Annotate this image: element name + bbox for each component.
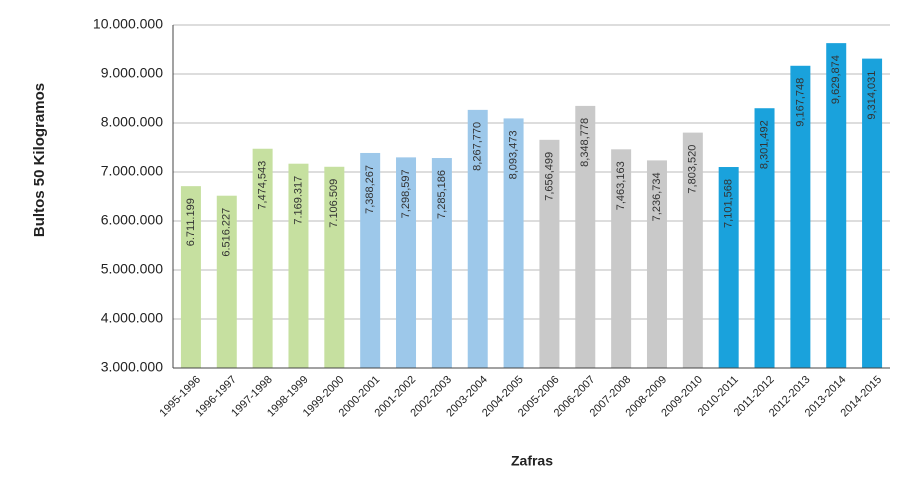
value-label: 9,629,874 bbox=[830, 55, 842, 104]
bar bbox=[252, 148, 273, 368]
bar bbox=[503, 118, 524, 368]
bar bbox=[396, 157, 417, 368]
value-label: 7,236,734 bbox=[651, 172, 663, 221]
value-label: 8,301,492 bbox=[758, 120, 770, 169]
value-label: 8,348,778 bbox=[579, 118, 591, 167]
value-label: 8,093,473 bbox=[507, 130, 519, 179]
bar bbox=[360, 152, 381, 368]
y-tick-label: 4.000.000 bbox=[101, 310, 163, 326]
y-axis-title: Bultos 50 Kilogramos bbox=[31, 83, 48, 237]
bar bbox=[826, 43, 847, 369]
value-label: 7,298,597 bbox=[400, 169, 412, 218]
y-tick-label: 8.000.000 bbox=[101, 114, 163, 130]
bar bbox=[646, 160, 667, 368]
bar bbox=[216, 195, 237, 368]
value-label: 7.106.509 bbox=[328, 179, 340, 228]
bar bbox=[862, 58, 883, 368]
bar bbox=[467, 109, 488, 368]
bar bbox=[575, 105, 596, 368]
value-label: 7,463,163 bbox=[615, 161, 627, 210]
x-axis-title: Zafras bbox=[511, 453, 553, 469]
value-label: 7,803,520 bbox=[687, 145, 699, 194]
bar bbox=[324, 166, 345, 368]
y-tick-label: 3.000.000 bbox=[101, 359, 163, 375]
bar bbox=[539, 139, 560, 368]
bar bbox=[682, 132, 703, 368]
value-label: 6.711.199 bbox=[185, 198, 197, 246]
y-tick-label: 10.000.000 bbox=[93, 16, 163, 32]
y-tick-label: 6.000.000 bbox=[101, 212, 163, 228]
value-label: 7,656,499 bbox=[543, 152, 555, 201]
y-tick-label: 7.000.000 bbox=[101, 163, 163, 179]
bar bbox=[288, 163, 309, 368]
y-tick-label: 5.000.000 bbox=[101, 261, 163, 277]
bar bbox=[611, 149, 632, 368]
bar bbox=[718, 167, 739, 368]
value-label: 7,101,568 bbox=[723, 179, 735, 228]
value-label: 7,388,267 bbox=[364, 165, 376, 214]
bar bbox=[180, 186, 201, 368]
value-label: 6.516.227 bbox=[221, 208, 233, 257]
value-label: 9,314,031 bbox=[866, 71, 878, 120]
bar bbox=[790, 65, 811, 369]
bar bbox=[754, 108, 775, 368]
value-label: 7.169.317 bbox=[292, 176, 304, 225]
value-label: 7,474,543 bbox=[257, 161, 269, 210]
y-tick-label: 9.000.000 bbox=[101, 65, 163, 81]
bar bbox=[431, 158, 452, 368]
value-label: 8,267,770 bbox=[472, 122, 484, 171]
value-label: 9,167,748 bbox=[794, 78, 806, 127]
value-label: 7,285,186 bbox=[436, 170, 448, 219]
